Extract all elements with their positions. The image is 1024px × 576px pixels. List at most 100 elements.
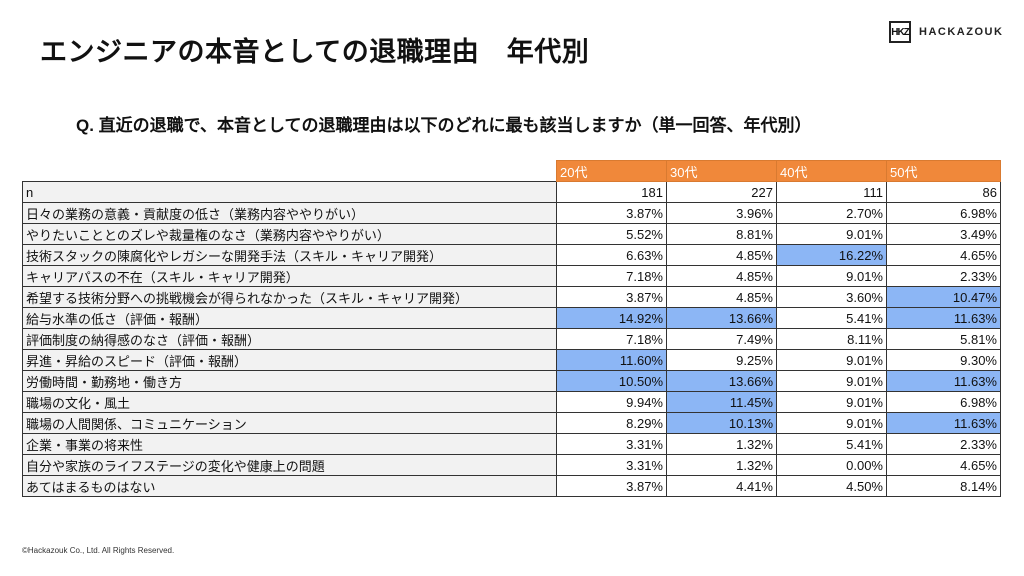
table-row: あてはまるものはない 3.87% 4.41% 4.50% 8.14% xyxy=(22,475,1001,497)
value-cell: 9.94% xyxy=(556,391,667,413)
value-cell: 8.11% xyxy=(776,328,887,350)
value-cell: 9.01% xyxy=(776,223,887,245)
row-label: 技術スタックの陳腐化やレガシーな開発手法（スキル・キャリア開発） xyxy=(22,244,557,266)
row-label: 評価制度の納得感のなさ（評価・報酬） xyxy=(22,328,557,350)
value-cell: 5.81% xyxy=(886,328,1001,350)
row-label: 職場の文化・風土 xyxy=(22,391,557,413)
question-text: Q. 直近の退職で、本音としての退職理由は以下のどれに最も該当しますか（単一回答… xyxy=(76,116,812,135)
value-cell: 4.65% xyxy=(886,244,1001,266)
row-label: 自分や家族のライフステージの変化や健康上の問題 xyxy=(22,454,557,476)
value-cell: 5.41% xyxy=(776,307,887,329)
value-cell: 3.87% xyxy=(556,202,667,224)
row-label: 企業・事業の将来性 xyxy=(22,433,557,455)
value-cell: 8.81% xyxy=(666,223,777,245)
value-cell: 8.29% xyxy=(556,412,667,434)
value-cell: 1.32% xyxy=(666,454,777,476)
value-cell: 4.41% xyxy=(666,475,777,497)
value-cell: 5.41% xyxy=(776,433,887,455)
value-cell: 9.01% xyxy=(776,412,887,434)
column-header: 30代 xyxy=(666,160,777,182)
value-cell: 1.32% xyxy=(666,433,777,455)
value-cell: 3.49% xyxy=(886,223,1001,245)
value-cell: 11.63% xyxy=(886,412,1001,434)
value-cell: 9.01% xyxy=(776,370,887,392)
table-row: 企業・事業の将来性 3.31% 1.32% 5.41% 2.33% xyxy=(22,433,1001,455)
column-header: 20代 xyxy=(556,160,667,182)
value-cell: 181 xyxy=(556,181,667,203)
table-row: 希望する技術分野への挑戦機会が得られなかった（スキル・キャリア開発） 3.87% 4… xyxy=(22,286,1001,308)
value-cell: 6.98% xyxy=(886,202,1001,224)
copyright-footer: ©Hackazouk Co., Ltd. All Rights Reserved… xyxy=(22,546,175,555)
value-cell: 3.87% xyxy=(556,475,667,497)
value-cell: 2.33% xyxy=(886,433,1001,455)
table-row: 日々の業務の意義・貢献度の低さ（業務内容ややりがい） 3.87% 3.96% 2.70… xyxy=(22,202,1001,224)
row-label: 職場の人間関係、コミュニケーション xyxy=(22,412,557,434)
column-header: 40代 xyxy=(776,160,887,182)
column-header: 50代 xyxy=(886,160,1001,182)
row-label: あてはまるものはない xyxy=(22,475,557,497)
row-label: 労働時間・勤務地・働き方 xyxy=(22,370,557,392)
value-cell: 11.45% xyxy=(666,391,777,413)
value-cell: 9.25% xyxy=(666,349,777,371)
logo: HKZ HACKAZOUK xyxy=(889,21,1003,43)
row-label: n xyxy=(22,181,557,203)
value-cell: 4.85% xyxy=(666,286,777,308)
value-cell: 11.63% xyxy=(886,370,1001,392)
table-row: やりたいこととのズレや裁量権のなさ（業務内容ややりがい） 5.52% 8.81% 9.… xyxy=(22,223,1001,245)
value-cell: 3.31% xyxy=(556,433,667,455)
table-row: 技術スタックの陳腐化やレガシーな開発手法（スキル・キャリア開発） 6.63% 4.8… xyxy=(22,244,1001,266)
table-row: 給与水準の低さ（評価・報酬） 14.92% 13.66% 5.41% 11.63% xyxy=(22,307,1001,329)
table-row: 評価制度の納得感のなさ（評価・報酬） 7.18% 7.49% 8.11% 5.81% xyxy=(22,328,1001,350)
value-cell: 6.98% xyxy=(886,391,1001,413)
value-cell: 11.63% xyxy=(886,307,1001,329)
value-cell: 7.49% xyxy=(666,328,777,350)
value-cell: 4.50% xyxy=(776,475,887,497)
value-cell: 13.66% xyxy=(666,307,777,329)
value-cell: 4.65% xyxy=(886,454,1001,476)
row-label: やりたいこととのズレや裁量権のなさ（業務内容ややりがい） xyxy=(22,223,557,245)
value-cell: 3.31% xyxy=(556,454,667,476)
value-cell: 3.96% xyxy=(666,202,777,224)
row-label: キャリアパスの不在（スキル・キャリア開発） xyxy=(22,265,557,287)
value-cell: 8.14% xyxy=(886,475,1001,497)
value-cell: 9.01% xyxy=(776,349,887,371)
table-row: n 181 227 111 86 xyxy=(22,181,1001,203)
value-cell: 6.63% xyxy=(556,244,667,266)
value-cell: 11.60% xyxy=(556,349,667,371)
row-label: 昇進・昇給のスピード（評価・報酬） xyxy=(22,349,557,371)
value-cell: 10.13% xyxy=(666,412,777,434)
value-cell: 111 xyxy=(776,181,887,203)
logo-text: HACKAZOUK xyxy=(919,26,1004,38)
table-header-row: 20代 30代 40代 50代 xyxy=(22,160,1001,182)
header-blank-cell xyxy=(22,160,557,182)
table-row: 職場の文化・風土 9.94% 11.45% 9.01% 6.98% xyxy=(22,391,1001,413)
table-row: 職場の人間関係、コミュニケーション 8.29% 10.13% 9.01% 11.63% xyxy=(22,412,1001,434)
value-cell: 3.87% xyxy=(556,286,667,308)
value-cell: 9.30% xyxy=(886,349,1001,371)
value-cell: 9.01% xyxy=(776,391,887,413)
value-cell: 9.01% xyxy=(776,265,887,287)
value-cell: 86 xyxy=(886,181,1001,203)
page-title: エンジニアの本音としての退職理由 年代別 xyxy=(40,37,590,67)
value-cell: 16.22% xyxy=(776,244,887,266)
value-cell: 7.18% xyxy=(556,328,667,350)
value-cell: 2.33% xyxy=(886,265,1001,287)
value-cell: 2.70% xyxy=(776,202,887,224)
value-cell: 5.52% xyxy=(556,223,667,245)
table-row: 労働時間・勤務地・働き方 10.50% 13.66% 9.01% 11.63% xyxy=(22,370,1001,392)
row-label: 希望する技術分野への挑戦機会が得られなかった（スキル・キャリア開発） xyxy=(22,286,557,308)
results-table: 20代 30代 40代 50代 n 181 227 111 86 日々の業務の意義・貢献度の低さ（… xyxy=(22,160,1001,497)
value-cell: 7.18% xyxy=(556,265,667,287)
value-cell: 3.60% xyxy=(776,286,887,308)
value-cell: 4.85% xyxy=(666,244,777,266)
logo-mark-icon: HKZ xyxy=(889,21,911,43)
value-cell: 227 xyxy=(666,181,777,203)
value-cell: 14.92% xyxy=(556,307,667,329)
value-cell: 13.66% xyxy=(666,370,777,392)
value-cell: 4.85% xyxy=(666,265,777,287)
table-row: 昇進・昇給のスピード（評価・報酬） 11.60% 9.25% 9.01% 9.30% xyxy=(22,349,1001,371)
row-label: 日々の業務の意義・貢献度の低さ（業務内容ややりがい） xyxy=(22,202,557,224)
value-cell: 10.50% xyxy=(556,370,667,392)
table-row: 自分や家族のライフステージの変化や健康上の問題 3.31% 1.32% 0.00% 4.… xyxy=(22,454,1001,476)
value-cell: 0.00% xyxy=(776,454,887,476)
